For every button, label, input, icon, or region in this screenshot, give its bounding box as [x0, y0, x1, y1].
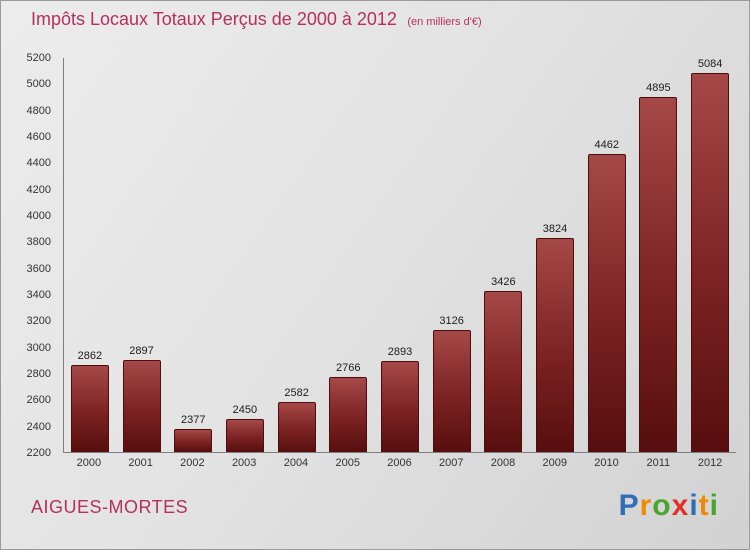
- y-tick-label: 4600: [26, 131, 51, 143]
- bar-value-label: 3126: [439, 315, 464, 328]
- bar-column: 3126: [426, 58, 478, 452]
- y-tick-label: 4800: [26, 104, 51, 117]
- logo-letter: x: [671, 489, 690, 522]
- x-tick-label: 2001: [128, 457, 153, 469]
- x-tick-label: 2003: [231, 457, 257, 469]
- bar: [639, 97, 678, 452]
- bar-value-label: 2862: [77, 349, 103, 362]
- bar: [691, 73, 730, 452]
- x-tick-label: 2002: [180, 457, 205, 469]
- bar-value-label: 2582: [284, 386, 309, 399]
- x-tick-label: 2004: [283, 457, 309, 469]
- logo-letter: i: [689, 489, 699, 522]
- bar-value-label: 2377: [180, 413, 206, 426]
- x-tick-label: 2006: [387, 457, 412, 469]
- x-tick-label: 2007: [439, 457, 464, 469]
- bar-column: 2582: [271, 58, 323, 452]
- y-tick-label: 5200: [26, 52, 51, 64]
- bar-value-label: 2766: [336, 362, 361, 375]
- chart-subtitle: (en milliers d'€): [407, 16, 482, 28]
- y-tick-label: 3000: [26, 341, 51, 354]
- y-tick-label: 5000: [26, 78, 51, 91]
- bar: [484, 290, 523, 452]
- bar-column: 2862: [64, 58, 116, 452]
- chart-plot-area: 2862 2897 2377 2450 2582 2766 2893 3126 3426 3824…: [63, 58, 736, 453]
- y-tick-label: 3400: [26, 289, 51, 301]
- bar-value-label: 4895: [646, 82, 671, 95]
- logo-letter: t: [698, 489, 710, 522]
- bars-row: 2862 2897 2377 2450 2582 2766 2893 3126 3426 3824…: [64, 58, 736, 452]
- proxiti-logo[interactable]: Proxiti: [619, 489, 719, 523]
- bar-column: 2897: [116, 58, 168, 452]
- bar-value-label: 5084: [697, 58, 723, 70]
- bar-column: 3824: [529, 58, 581, 452]
- bar: [277, 401, 316, 452]
- bar-column: 5084: [684, 58, 736, 452]
- logo-letter: P: [618, 489, 640, 522]
- y-tick-label: 3200: [26, 315, 51, 328]
- location-label: AIGUES-MORTES: [31, 497, 189, 517]
- logo-letter: o: [652, 489, 672, 522]
- y-tick-label: 3800: [26, 236, 51, 249]
- x-tick-label: 2005: [335, 457, 360, 469]
- y-tick-label: 4000: [26, 210, 51, 222]
- bar-column: 2766: [322, 58, 374, 452]
- bar-value-label: 4462: [594, 139, 619, 152]
- bar: [536, 238, 575, 452]
- logo-letter: r: [639, 489, 653, 522]
- y-tick-label: 4400: [26, 157, 51, 170]
- y-tick-label: 3600: [26, 262, 51, 275]
- bar-column: 3426: [478, 58, 530, 452]
- y-tick-label: 2200: [26, 447, 51, 459]
- x-tick-label: 2008: [490, 457, 516, 469]
- x-tick-label: 2012: [697, 457, 723, 469]
- bar-value-label: 3426: [491, 275, 516, 288]
- chart-title: Impôts Locaux Totaux Perçus de 2000 à 20…: [31, 9, 397, 29]
- bar-value-label: 2893: [387, 345, 413, 358]
- bar: [329, 377, 368, 452]
- x-tick-label: 2000: [76, 457, 102, 469]
- logo-letter: i: [709, 489, 719, 522]
- x-tick-label: 2009: [542, 457, 568, 469]
- y-tick-label: 2800: [26, 368, 51, 380]
- bar-value-label: 2897: [129, 345, 154, 358]
- bar-value-label: 2450: [232, 404, 258, 417]
- y-tick-label: 4200: [26, 183, 51, 196]
- bar: [122, 360, 161, 452]
- x-tick-label: 2010: [594, 457, 619, 469]
- bar-column: 2450: [219, 58, 271, 452]
- bar: [380, 360, 419, 452]
- chart-header: Impôts Locaux Totaux Perçus de 2000 à 20…: [31, 9, 482, 30]
- bar: [432, 330, 471, 452]
- bar: [587, 154, 626, 452]
- x-tick-label: 2011: [646, 457, 671, 469]
- bar-column: 2377: [167, 58, 219, 452]
- y-tick-label: 2600: [26, 394, 51, 407]
- y-axis: 2200 2400 2600 2800 3000 3200 3400 3600 3800 4000…: [1, 52, 57, 459]
- bar: [70, 364, 109, 452]
- bar-value-label: 3824: [542, 223, 568, 236]
- bar: [225, 419, 264, 452]
- bar-column: 4462: [581, 58, 633, 452]
- x-axis: 2000 2001 2002 2003 2004 2005 2006 2007 2008 2009…: [63, 457, 736, 469]
- bar: [174, 428, 213, 452]
- bar-column: 4895: [633, 58, 685, 452]
- bar-column: 2893: [374, 58, 426, 452]
- y-tick-label: 2400: [26, 420, 51, 433]
